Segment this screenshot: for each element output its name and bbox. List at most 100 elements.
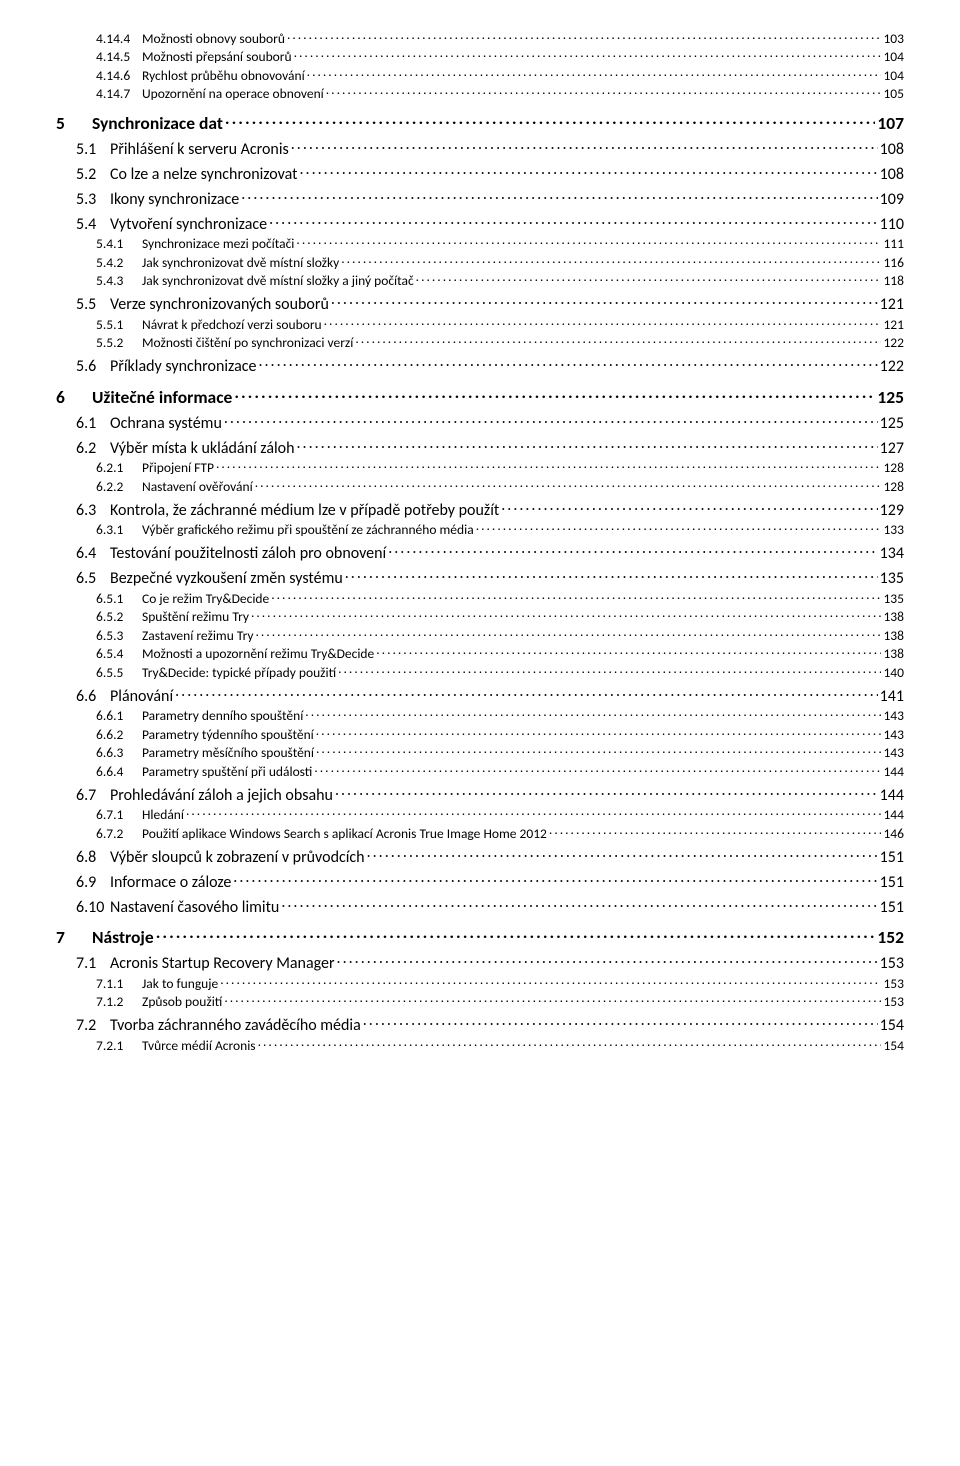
toc-entry-number: 5.1 <box>56 140 110 159</box>
toc-entry-number: 6.7.1 <box>56 806 142 823</box>
toc-entry-title: Ochrana systému <box>110 414 222 433</box>
toc-entry-title: Spuštění režimu Try <box>142 608 249 625</box>
toc-entry[interactable]: 6.6.3Parametry měsíčního spouštění143 <box>56 744 904 762</box>
toc-entry[interactable]: 6Užitečné informace125 <box>56 385 904 408</box>
toc-entry-title: Výběr grafického režimu při spouštění ze… <box>142 521 474 538</box>
toc-leader-dots <box>324 315 882 329</box>
toc-leader-dots <box>345 567 878 583</box>
toc-entry[interactable]: 6.8Výběr sloupců k zobrazení v průvodcíc… <box>56 846 904 867</box>
toc-entry[interactable]: 5.4.3Jak synchronizovat dvě místní složk… <box>56 272 904 290</box>
toc-entry-page: 135 <box>880 569 904 588</box>
toc-entry[interactable]: 6.6.2Parametry týdenního spouštění143 <box>56 725 904 743</box>
toc-entry[interactable]: 6.1Ochrana systému125 <box>56 412 904 433</box>
toc-entry[interactable]: 5.4.2Jak synchronizovat dvě místní složk… <box>56 253 904 271</box>
toc-entry-page: 107 <box>877 112 904 134</box>
toc-entry[interactable]: 4.14.5Možnosti přepsání souborů104 <box>56 48 904 66</box>
toc-entry-title: Možnosti a upozornění režimu Try&Decide <box>142 645 374 662</box>
toc-entry-title: Příklady synchronizace <box>110 357 256 376</box>
toc-entry-title: Co lze a nelze synchronizovat <box>110 165 297 184</box>
toc-entry[interactable]: 5.2Co lze a nelze synchronizovat108 <box>56 163 904 184</box>
toc-entry-title: Ikony synchronizace <box>110 190 239 209</box>
toc-leader-dots <box>241 188 877 204</box>
toc-entry[interactable]: 4.14.7Upozornění na operace obnovení105 <box>56 85 904 103</box>
toc-entry-title: Vytvoření synchronizace <box>110 215 267 234</box>
toc-entry-number: 6.5.3 <box>56 627 142 644</box>
toc-entry[interactable]: 7Nástroje152 <box>56 926 904 949</box>
toc-leader-dots <box>258 1036 882 1050</box>
toc-entry-title: Kontrola, že záchranné médium lze v příp… <box>110 501 499 520</box>
toc-entry-page: 144 <box>880 786 904 805</box>
toc-entry[interactable]: 4.14.6Rychlost průběhu obnovování104 <box>56 66 904 84</box>
toc-entry-title: Parametry měsíčního spouštění <box>142 744 314 761</box>
toc-entry[interactable]: 7.1Acronis Startup Recovery Manager153 <box>56 952 904 973</box>
toc-entry[interactable]: 5.6Příklady synchronizace122 <box>56 355 904 376</box>
toc-entry-page: 105 <box>883 85 904 102</box>
toc-entry-number: 6.2.1 <box>56 459 142 476</box>
toc-entry[interactable]: 7.1.1Jak to funguje153 <box>56 974 904 992</box>
toc-entry[interactable]: 6.5.1Co je režim Try&Decide135 <box>56 589 904 607</box>
toc-leader-dots <box>186 806 881 820</box>
toc-leader-dots <box>255 477 882 491</box>
toc-entry[interactable]: 6.6.1Parametry denního spouštění143 <box>56 707 904 725</box>
toc-entry-number: 6.6.3 <box>56 744 142 761</box>
toc-entry[interactable]: 5.4.1Synchronizace mezi počítači111 <box>56 235 904 253</box>
toc-entry-number: 6 <box>56 386 92 408</box>
toc-entry-page: 154 <box>880 1016 904 1035</box>
toc-entry[interactable]: 6.9Informace o záloze151 <box>56 871 904 892</box>
toc-entry-title: Nastavení časového limitu <box>110 898 279 917</box>
toc-entry[interactable]: 5Synchronizace dat107 <box>56 111 904 134</box>
toc-entry[interactable]: 6.3Kontrola, že záchranné médium lze v p… <box>56 499 904 520</box>
toc-leader-dots <box>296 235 881 249</box>
toc-entry-title: Rychlost průběhu obnovování <box>142 67 305 84</box>
toc-entry[interactable]: 6.6Plánování141 <box>56 685 904 706</box>
toc-entry[interactable]: 5.3Ikony synchronizace109 <box>56 188 904 209</box>
toc-entry[interactable]: 6.2.2Nastavení ověřování128 <box>56 477 904 495</box>
toc-entry-title: Použití aplikace Windows Search s aplika… <box>142 825 547 842</box>
toc-entry[interactable]: 6.2.1Připojení FTP128 <box>56 459 904 477</box>
toc-entry-number: 6.5.1 <box>56 590 142 607</box>
toc-leader-dots <box>156 926 876 944</box>
toc-entry[interactable]: 4.14.4Možnosti obnovy souborů103 <box>56 29 904 47</box>
toc-entry[interactable]: 5.5Verze synchronizovaných souborů121 <box>56 293 904 314</box>
toc-entry[interactable]: 6.5Bezpečné vyzkoušení změn systému135 <box>56 567 904 588</box>
table-of-contents: 4.14.4Možnosti obnovy souborů1034.14.5Mo… <box>56 29 904 1054</box>
toc-entry[interactable]: 6.10Nastavení časového limitu151 <box>56 896 904 917</box>
toc-entry-number: 6.5 <box>56 569 110 588</box>
toc-entry[interactable]: 5.5.2Možnosti čištění po synchronizaci v… <box>56 334 904 352</box>
toc-entry[interactable]: 5.4Vytvoření synchronizace110 <box>56 213 904 234</box>
toc-entry[interactable]: 6.2Výběr místa k ukládání záloh127 <box>56 437 904 458</box>
toc-entry-title: Jak synchronizovat dvě místní složky a j… <box>142 272 414 289</box>
toc-entry[interactable]: 6.6.4Parametry spuštění při události144 <box>56 762 904 780</box>
toc-entry-page: 141 <box>880 687 904 706</box>
toc-entry-page: 151 <box>880 848 904 867</box>
toc-entry[interactable]: 6.5.3Zastavení režimu Try138 <box>56 626 904 644</box>
toc-entry[interactable]: 6.7Prohledávání záloh a jejich obsahu144 <box>56 784 904 805</box>
toc-entry[interactable]: 6.5.2Spuštění režimu Try138 <box>56 608 904 626</box>
toc-entry[interactable]: 6.3.1Výběr grafického režimu při spouště… <box>56 521 904 539</box>
toc-entry-number: 5.4.3 <box>56 272 142 289</box>
toc-entry[interactable]: 5.1Přihlášení k serveru Acronis108 <box>56 138 904 159</box>
toc-leader-dots <box>251 608 882 622</box>
toc-entry[interactable]: 6.7.2Použití aplikace Windows Search s a… <box>56 824 904 842</box>
toc-entry[interactable]: 7.2.1Tvůrce médií Acronis154 <box>56 1036 904 1054</box>
toc-entry[interactable]: 7.2Tvorba záchranného zaváděcího média15… <box>56 1014 904 1035</box>
toc-entry-number: 5.4.1 <box>56 235 142 252</box>
toc-entry[interactable]: 7.1.2Způsob použití153 <box>56 993 904 1011</box>
toc-entry[interactable]: 6.4Testování použitelnosti záloh pro obn… <box>56 542 904 563</box>
toc-entry-number: 6.3 <box>56 501 110 520</box>
toc-entry[interactable]: 6.5.4Možnosti a upozornění režimu Try&De… <box>56 645 904 663</box>
toc-entry-title: Nástroje <box>92 926 154 948</box>
toc-entry-title: Parametry denního spouštění <box>142 707 303 724</box>
toc-leader-dots <box>220 974 881 988</box>
toc-entry-number: 7.1 <box>56 954 110 973</box>
toc-leader-dots <box>233 871 877 887</box>
toc-entry[interactable]: 5.5.1Návrat k předchozí verzi souboru121 <box>56 315 904 333</box>
toc-entry-title: Výběr sloupců k zobrazení v průvodcích <box>110 848 365 867</box>
toc-leader-dots <box>224 412 878 428</box>
toc-entry-title: Parametry týdenního spouštění <box>142 726 314 743</box>
toc-entry[interactable]: 6.7.1Hledání144 <box>56 806 904 824</box>
toc-entry-title: Co je režim Try&Decide <box>142 590 269 607</box>
toc-entry-title: Návrat k předchozí verzi souboru <box>142 316 322 333</box>
toc-entry-number: 6.5.2 <box>56 608 142 625</box>
toc-entry[interactable]: 6.5.5Try&Decide: typické případy použití… <box>56 663 904 681</box>
